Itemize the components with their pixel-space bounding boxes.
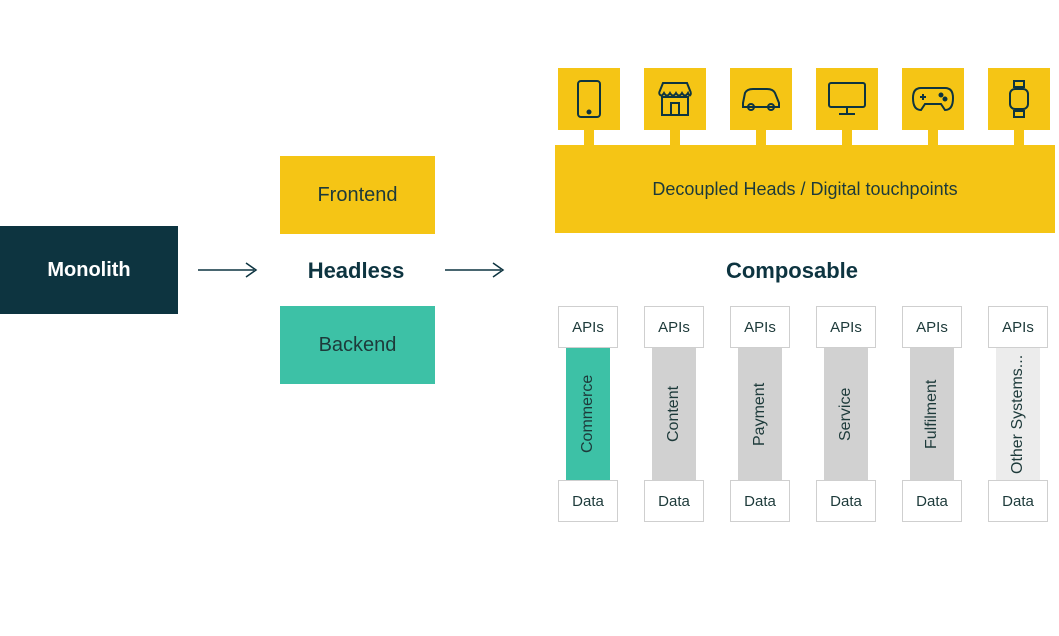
- connector: [928, 130, 938, 145]
- system-content: Content: [652, 348, 696, 480]
- data-cell: Data: [902, 480, 962, 522]
- api-cell: APIs: [730, 306, 790, 348]
- connector: [1014, 130, 1024, 145]
- store-icon: [644, 68, 706, 130]
- api-cell: APIs: [816, 306, 876, 348]
- monitor-icon: [816, 68, 878, 130]
- backend-label: Backend: [319, 334, 397, 357]
- data-cell: Data: [730, 480, 790, 522]
- system-service: Service: [824, 348, 868, 480]
- frontend-box: Frontend: [280, 156, 435, 234]
- system-fulfilment: Fulfilment: [910, 348, 954, 480]
- watch-icon: [988, 68, 1050, 130]
- composable-title: Composable: [712, 258, 872, 284]
- api-cell: APIs: [558, 306, 618, 348]
- connector: [842, 130, 852, 145]
- phone-icon: [558, 68, 620, 130]
- touchpoints-bar: Decoupled Heads / Digital touchpoints: [555, 145, 1055, 233]
- api-cell: APIs: [644, 306, 704, 348]
- connector: [584, 130, 594, 145]
- backend-box: Backend: [280, 306, 435, 384]
- monolith-box: Monolith: [0, 226, 178, 314]
- headless-title: Headless: [296, 258, 416, 284]
- data-cell: Data: [558, 480, 618, 522]
- monolith-label: Monolith: [47, 259, 130, 282]
- connector: [756, 130, 766, 145]
- frontend-label: Frontend: [317, 184, 397, 207]
- car-icon: [730, 68, 792, 130]
- api-cell: APIs: [988, 306, 1048, 348]
- data-cell: Data: [988, 480, 1048, 522]
- connector: [670, 130, 680, 145]
- data-cell: Data: [816, 480, 876, 522]
- touchpoints-label: Decoupled Heads / Digital touchpoints: [652, 179, 957, 200]
- system-payment: Payment: [738, 348, 782, 480]
- system-other: Other Systems...: [996, 348, 1040, 480]
- data-cell: Data: [644, 480, 704, 522]
- gamepad-icon: [902, 68, 964, 130]
- arrow-1: [198, 260, 262, 280]
- system-commerce: Commerce: [566, 348, 610, 480]
- api-cell: APIs: [902, 306, 962, 348]
- arrow-2: [445, 260, 509, 280]
